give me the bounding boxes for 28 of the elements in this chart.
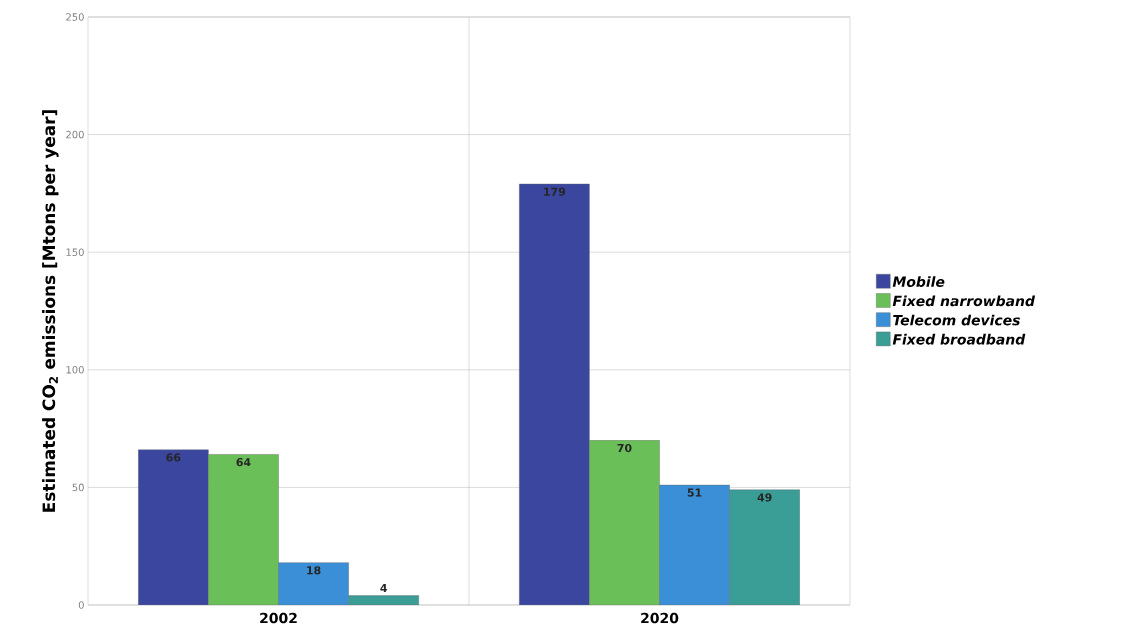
data-label: 49	[757, 493, 772, 502]
data-label: 179	[544, 187, 566, 196]
data-label: 66	[166, 453, 181, 462]
legend-label: Telecom devices	[893, 314, 1020, 326]
x-tick-label: 2020	[641, 612, 679, 624]
data-label: 64	[236, 457, 251, 467]
bar	[278, 562, 349, 605]
bar	[659, 484, 730, 605]
y-tick-label: 250	[66, 13, 84, 21]
bar	[589, 440, 660, 605]
bar	[138, 449, 209, 605]
data-label: 4	[380, 584, 387, 593]
x-tick-label: 2002	[260, 612, 297, 624]
bar	[729, 489, 800, 605]
legend-label: Fixed narrowband	[892, 295, 1036, 307]
y-axis-title: Estimated CO$_{2}$ emissions [Mtons per year]	[42, 110, 59, 512]
data-label: 18	[307, 566, 321, 575]
bar	[208, 454, 279, 605]
data-label: 70	[617, 443, 632, 453]
bar	[519, 183, 590, 605]
y-tick-label: 0	[78, 601, 84, 609]
y-tick-label: 100	[66, 366, 84, 374]
y-tick-label: 150	[66, 248, 84, 256]
data-label: 51	[687, 488, 702, 497]
y-tick-label: 50	[72, 483, 84, 492]
legend-label: Mobile	[892, 276, 945, 287]
y-tick-label: 200	[66, 130, 84, 139]
legend-label: Fixed broadband	[892, 333, 1026, 345]
